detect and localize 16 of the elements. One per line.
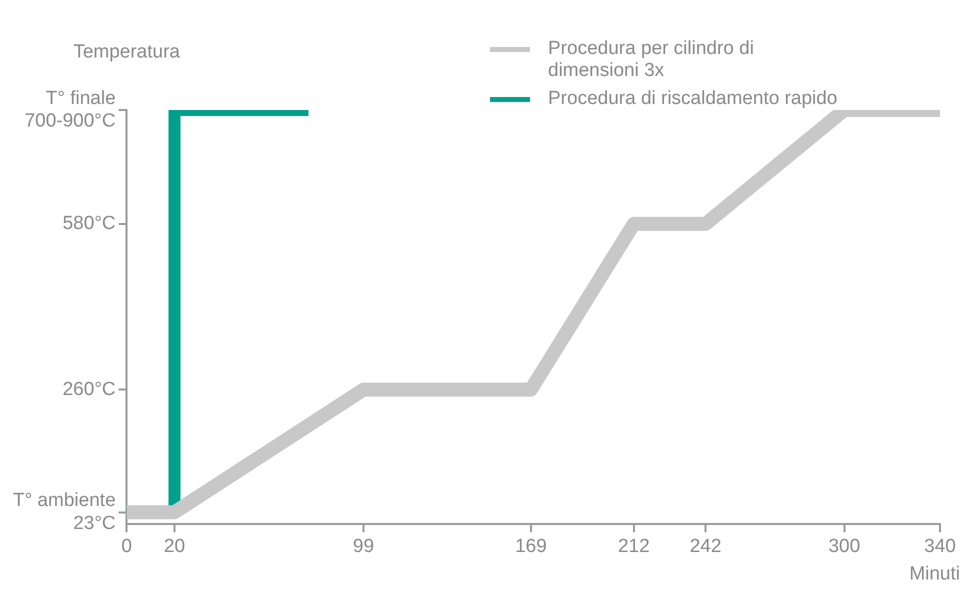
y-tick-label: 580°C — [62, 213, 116, 234]
y-tick-label: T° finale 700-900°C — [24, 88, 116, 132]
x-tick-label: 169 — [515, 536, 547, 557]
legend-label: Procedura per cilindro di dimensioni 3x — [548, 38, 755, 82]
x-tick-label: 212 — [618, 536, 650, 557]
x-tick-label: 99 — [352, 536, 374, 557]
x-axis-title: Minuti — [909, 564, 960, 585]
x-tick-label: 242 — [690, 536, 722, 557]
legend-label: Procedura di riscaldamento rapido — [548, 88, 838, 110]
x-tick-label: 340 — [924, 536, 956, 557]
x-tick-label: 20 — [164, 536, 186, 557]
x-tick-label: 0 — [121, 536, 132, 557]
y-tick-label: T° ambiente 23°C — [12, 490, 116, 534]
y-axis-title: Temperatura — [73, 42, 180, 63]
x-tick-label: 300 — [828, 536, 860, 557]
y-tick-label: 260°C — [62, 378, 116, 400]
